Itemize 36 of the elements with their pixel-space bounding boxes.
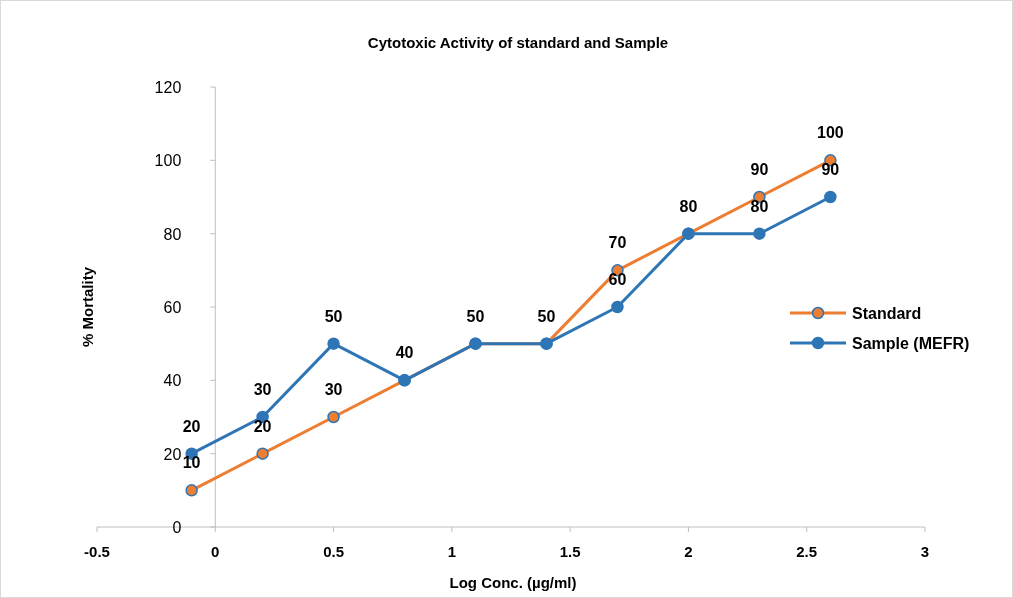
x-tick-label: -0.5: [84, 543, 110, 560]
data-label: 100: [817, 124, 844, 142]
data-label: 20: [253, 417, 272, 435]
legend-label: Standard: [852, 305, 922, 322]
y-tick-label: 80: [163, 225, 182, 243]
data-label: 40: [395, 344, 414, 362]
data-label: 60: [608, 271, 627, 288]
x-tick-label: 1: [447, 543, 457, 560]
y-tick-label: 120: [154, 79, 182, 96]
y-axis-title: % Mortality: [79, 266, 96, 348]
y-tick-label: 60: [163, 299, 182, 316]
x-axis-title: Log Conc. (µg/ml): [449, 574, 577, 591]
data-label: 90: [750, 161, 769, 178]
y-tick-label: 40: [163, 372, 182, 390]
data-label: 30: [324, 381, 343, 398]
x-tick-label: 3: [920, 543, 930, 560]
data-label: 80: [679, 197, 698, 215]
data-label: 90: [821, 161, 840, 178]
x-tick-label: 0: [211, 543, 220, 560]
x-tick-label: 1.5: [559, 543, 581, 560]
legend-label: Sample (MEFR): [852, 335, 970, 352]
data-label: 50: [324, 307, 343, 325]
x-tick-label: 2.5: [796, 543, 818, 560]
chart-title: Cytotoxic Activity of standard and Sample: [367, 34, 669, 51]
data-label: 70: [608, 234, 627, 252]
y-tick-label: 20: [163, 445, 182, 463]
x-tick-label: 0.5: [323, 543, 344, 560]
data-label: 10: [182, 454, 201, 472]
data-label: 20: [182, 417, 201, 435]
x-tick-label: 2: [684, 543, 693, 560]
data-label: 50: [537, 307, 556, 325]
data-label: 80: [750, 197, 769, 215]
data-label: 30: [253, 381, 272, 398]
y-tick-label: 100: [154, 152, 182, 170]
y-tick-label: 0: [172, 519, 182, 536]
data-label: 50: [466, 307, 485, 325]
